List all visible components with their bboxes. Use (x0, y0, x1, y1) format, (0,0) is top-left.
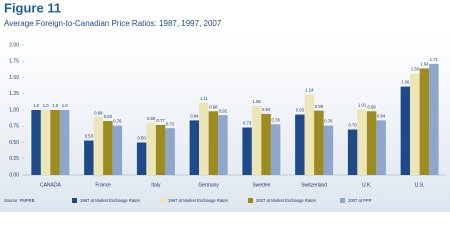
legend-swatch (248, 198, 253, 203)
bar (357, 109, 367, 175)
value-label: 1.06 (253, 99, 262, 104)
y-tick-label: 1.25 (9, 91, 19, 97)
bar (314, 110, 324, 175)
bar (146, 123, 156, 175)
x-tick-label: Italy (151, 182, 161, 188)
bar (251, 106, 262, 175)
value-label: 0.80 (147, 116, 156, 121)
legend-swatch (340, 198, 345, 203)
bar (429, 63, 439, 175)
x-tick-label: Sweden (252, 182, 270, 188)
legend-swatch (72, 198, 77, 203)
value-label: 1.71 (430, 57, 439, 62)
y-tick-label: 1.75 (9, 59, 19, 65)
bar (270, 124, 281, 175)
bar (304, 94, 315, 175)
value-label: 0.84 (377, 114, 386, 119)
x-tick-label: France (95, 182, 111, 188)
bar (295, 114, 305, 175)
value-label: 0.94 (262, 107, 271, 112)
value-label: 0.70 (349, 123, 358, 128)
bar (218, 115, 228, 175)
bar (199, 102, 209, 175)
bar (366, 111, 377, 175)
legend-swatch (160, 198, 165, 203)
bar (40, 110, 51, 175)
value-label: 0.76 (324, 119, 333, 124)
value-label: 0.77 (157, 118, 166, 123)
legend-label: 2007 at Market Exchange Rates (256, 198, 316, 203)
value-label: 0.83 (104, 114, 113, 119)
bar (419, 68, 430, 175)
bar (59, 110, 70, 175)
value-label: 0.98 (368, 104, 377, 109)
bar (208, 111, 219, 175)
value-label: 0.72 (166, 121, 175, 126)
bar (261, 113, 271, 175)
value-label: 1.0 (33, 103, 39, 108)
value-label: 1.56 (411, 67, 420, 72)
bar (400, 86, 411, 175)
y-tick-label: 0.25 (9, 156, 19, 162)
legend-label: 2007 at PPP (348, 198, 372, 203)
value-label: 0.76 (113, 119, 122, 124)
value-label: 0.84 (190, 114, 199, 119)
y-tick-label: 0.75 (9, 124, 19, 130)
y-tick-label: 2.00 (9, 42, 19, 48)
value-label: 0.92 (219, 108, 228, 113)
y-tick-label: 1.50 (9, 75, 19, 81)
bar (84, 140, 94, 175)
value-label: 1.01 (358, 102, 367, 107)
value-label: 0.53 (85, 134, 94, 139)
value-label: 0.78 (272, 117, 281, 122)
bar (112, 125, 123, 175)
bar (93, 117, 104, 175)
bar (103, 121, 113, 175)
value-label: 1.0 (52, 103, 58, 108)
x-tick-label: Switzerland (301, 182, 327, 188)
value-label: 0.99 (315, 104, 324, 109)
bar (347, 129, 358, 175)
value-label: 1.24 (305, 88, 314, 93)
value-label: 1.36 (401, 80, 410, 85)
legend-label: 1987 at Market Exchange Rates (80, 198, 140, 203)
source-note: Source: PMPRB (4, 198, 35, 203)
value-label: 1.0 (43, 103, 49, 108)
chart-title: Figure 11 (4, 0, 61, 15)
bar (323, 125, 334, 175)
x-tick-label: Germany (198, 182, 219, 188)
y-tick-label: 0.50 (9, 140, 19, 146)
value-label: 0.93 (296, 108, 305, 113)
bar (31, 110, 41, 175)
bar (189, 120, 200, 175)
chart: Figure 11 Average Foreign-to-Canadian Pr… (0, 0, 450, 212)
value-label: 0.89 (94, 110, 103, 115)
value-label: 1.11 (200, 96, 209, 101)
bar (376, 120, 386, 175)
value-label: 0.98 (209, 104, 218, 109)
x-tick-label: U.K. (362, 182, 372, 188)
legend-label: 1997 at Market Exchange Rates (168, 198, 228, 203)
value-label: 1.64 (420, 62, 429, 67)
value-label: 1.0 (62, 103, 68, 108)
chart-subtitle: Average Foreign-to-Canadian Price Ratios… (4, 19, 222, 28)
value-label: 0.73 (243, 121, 252, 126)
value-label: 0.50 (138, 136, 147, 141)
bar (410, 73, 420, 175)
y-tick-label: 1.00 (9, 107, 19, 113)
bar (155, 124, 166, 175)
bar (136, 142, 147, 175)
y-tick-label: 0.00 (9, 172, 19, 178)
bar (242, 127, 252, 175)
x-tick-label: U.S. (415, 182, 425, 188)
bar (165, 128, 175, 175)
bar (50, 110, 60, 175)
x-tick-label: CANADA (40, 182, 62, 188)
